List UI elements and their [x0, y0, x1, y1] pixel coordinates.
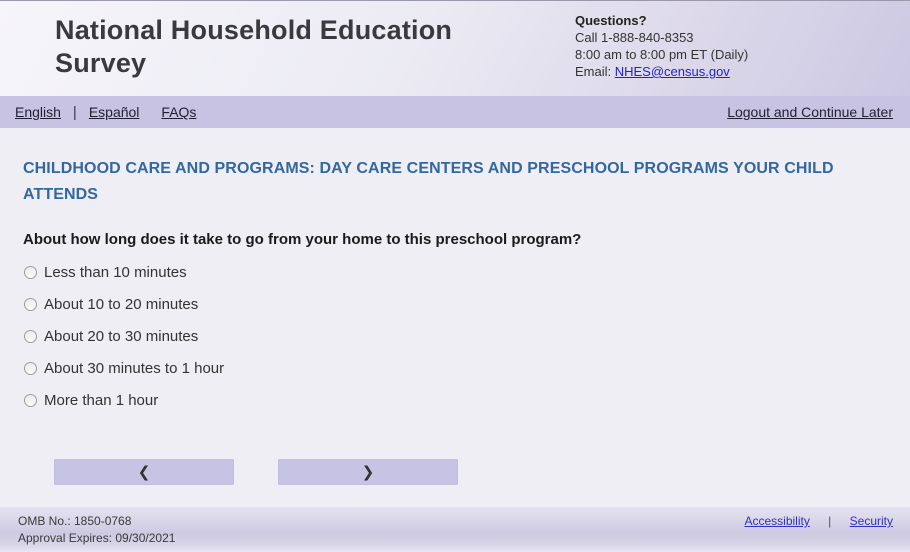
accessibility-link[interactable]: Accessibility	[744, 514, 810, 528]
main-content: CHILDHOOD CARE AND PROGRAMS: DAY CARE CE…	[0, 128, 910, 507]
email-link[interactable]: NHES@census.gov	[614, 64, 730, 79]
radio-button-icon[interactable]	[24, 362, 37, 375]
radio-label: More than 1 hour	[44, 392, 159, 409]
footer-links: Accessibility | Security	[744, 513, 893, 528]
radio-button-icon[interactable]	[24, 266, 37, 279]
omb-number: OMB No.: 1850-0768	[18, 514, 132, 528]
radio-button-icon[interactable]	[24, 330, 37, 343]
approval-expires: Approval Expires: 09/30/2021	[18, 531, 176, 545]
radio-label: About 10 to 20 minutes	[44, 296, 199, 313]
section-title: CHILDHOOD CARE AND PROGRAMS: DAY CARE CE…	[23, 160, 834, 203]
radio-option[interactable]: About 10 to 20 minutes	[24, 297, 888, 329]
radio-label: About 20 to 30 minutes	[44, 328, 199, 345]
radio-label: Less than 10 minutes	[44, 264, 187, 281]
questions-label: Questions?	[575, 13, 647, 28]
footer: OMB No.: 1850-0768 Approval Expires: 09/…	[0, 507, 910, 552]
footer-separator: |	[828, 514, 832, 528]
security-link[interactable]: Security	[849, 514, 893, 528]
language-link-espanol[interactable]: Español	[88, 104, 140, 120]
radio-button-icon[interactable]	[24, 394, 37, 407]
question-text: About how long does it take to go from y…	[23, 231, 582, 248]
radio-button-icon[interactable]	[24, 298, 37, 311]
options-list: Less than 10 minutes About 10 to 20 minu…	[24, 265, 888, 425]
radio-option[interactable]: About 20 to 30 minutes	[24, 329, 888, 361]
survey-nav-buttons: ❮ ❯	[54, 459, 888, 485]
email-line: Email: NHES@census.gov	[575, 63, 748, 80]
email-label: Email:	[575, 64, 615, 79]
contact-hours: 8:00 am to 8:00 pm ET (Daily)	[575, 47, 749, 62]
back-button[interactable]: ❮	[54, 459, 234, 485]
radio-option[interactable]: More than 1 hour	[24, 393, 888, 425]
radio-option[interactable]: Less than 10 minutes	[24, 265, 888, 297]
nav-separator: |	[72, 103, 77, 121]
radio-option[interactable]: About 30 minutes to 1 hour	[24, 361, 888, 393]
logout-link[interactable]: Logout and Continue Later	[727, 104, 893, 120]
page-title: National Household Education Survey	[55, 15, 453, 78]
next-button[interactable]: ❯	[278, 459, 458, 485]
nav-bar: English | Español FAQs Logout and Contin…	[0, 96, 910, 128]
header: National Household Education Survey Ques…	[0, 0, 910, 96]
chevron-left-icon: ❮	[137, 462, 151, 481]
chevron-right-icon: ❯	[361, 462, 375, 481]
language-link-english[interactable]: English	[15, 104, 61, 120]
omb-info: OMB No.: 1850-0768 Approval Expires: 09/…	[18, 513, 175, 547]
faqs-link[interactable]: FAQs	[161, 104, 197, 120]
contact-info: Questions? Call 1-888-840-8353 8:00 am t…	[575, 12, 748, 80]
radio-label: About 30 minutes to 1 hour	[44, 360, 225, 377]
phone-number: Call 1-888-840-8353	[575, 30, 694, 45]
